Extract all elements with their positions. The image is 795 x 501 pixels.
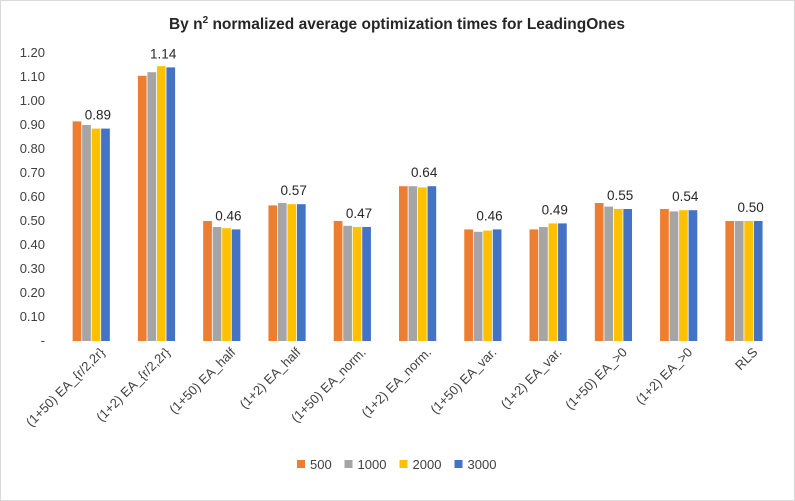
x-tick-label: (1+50) EA_var. [427,345,499,417]
bar-3000 [101,128,110,341]
bar-3000 [231,229,241,341]
bar-500 [137,75,147,342]
bars [72,66,763,342]
bar-3000 [623,209,633,341]
data-label: 0.49 [542,202,568,217]
bar-500 [203,221,212,341]
bar-1000 [734,221,744,341]
x-tick-label: (1+50) EA_half [166,344,238,416]
bar-2000 [352,227,362,341]
bar-2000 [287,204,297,341]
bar-1000 [604,206,614,341]
bar-500 [594,203,604,341]
bar-2000 [222,228,231,341]
x-tick-label: (1+50) EA_>0 [562,345,630,413]
legend-swatch [344,460,353,468]
bar-2000 [613,209,623,341]
data-label: 0.50 [737,200,763,215]
bar-3000 [166,67,176,342]
y-tick-label: 0.80 [20,141,45,156]
data-label: 0.54 [672,189,699,204]
bar-3000 [558,223,567,341]
y-tick-label: 0.90 [20,117,45,132]
title-suffix: normalized average optimization times fo… [208,16,625,33]
x-tick-label: (1+2) EA_var. [498,345,565,412]
bar-1000 [473,231,483,341]
y-tick-label: 1.10 [20,69,45,84]
y-axis: - 0.10 0.20 0.30 0.40 0.50 0.60 0.70 0.80 0.90 1.0… [20,45,45,348]
bar-3000 [753,221,763,341]
y-tick-label: 0.30 [20,261,45,276]
x-tick-label: (1+2) EA_half [237,344,304,411]
bar-3000 [296,204,306,341]
bar-2000 [418,187,427,341]
x-axis: (1+50) EA_{r/2,2r}(1+2) EA_{r/2,2r}(1+50… [23,344,761,429]
y-tick-label: 0.70 [20,165,45,180]
chart-title: By n2 normalized average optimization ti… [169,15,625,33]
y-tick-label: 0.60 [20,189,45,204]
x-tick-label: (1+2) EA_norm. [358,345,434,421]
bar-2000 [548,223,558,341]
bar-2000 [156,66,166,341]
bar-1000 [212,227,222,341]
bar-1000 [669,211,679,341]
title-prefix: By n [169,16,203,33]
bar-500 [725,221,735,341]
bar-1000 [277,203,287,341]
bar-3000 [492,229,502,341]
y-tick-label: 1.20 [20,45,45,60]
y-tick-label: 1.00 [20,93,45,108]
bar-3000 [362,227,371,341]
bar-500 [333,221,343,341]
bar-3000 [427,186,437,341]
bar-500 [529,229,539,341]
x-tick-label: RLS [732,344,761,373]
bar-1000 [343,225,352,341]
data-label: 1.14 [150,46,177,61]
title-superscript: 2 [203,15,209,26]
bar-3000 [688,210,698,341]
bar-1000 [82,125,91,341]
legend-swatch [297,460,305,468]
bar-500 [660,209,669,341]
bar-1000 [408,186,418,341]
bar-1000 [147,72,157,341]
data-label: 0.89 [85,108,111,123]
bar-2000 [679,210,688,341]
y-tick-label: 0.10 [20,309,45,324]
legend-label: 500 [310,457,332,472]
data-label: 0.64 [411,165,438,180]
legend-swatch [399,460,408,468]
legend-label: 3000 [468,457,497,472]
bar-2000 [744,221,754,341]
legend-swatch [454,460,463,468]
bar-500 [268,205,278,341]
data-label: 0.55 [607,188,633,203]
bar-500 [72,121,82,342]
y-tick-label: 0.20 [20,285,45,300]
data-label: 0.46 [476,208,502,223]
data-label: 0.47 [346,206,372,221]
bar-2000 [91,128,101,341]
x-tick-label: (1+2) EA_>0 [632,345,695,408]
y-tick-label: 0.50 [20,213,45,228]
data-labels: 0.89 1.14 0.46 0.57 0.47 0.64 0.46 0.49 0.55 0.54… [85,46,764,223]
y-tick-label: - [41,333,45,348]
y-tick-label: 0.40 [20,237,45,252]
bar-500 [464,229,473,341]
bar-1000 [539,227,548,341]
bar-2000 [483,230,492,341]
bar-500 [399,186,408,341]
legend: 500 1000 2000 3000 [297,457,496,472]
legend-label: 2000 [413,457,442,472]
data-label: 0.46 [215,208,241,223]
legend-label: 1000 [358,457,387,472]
data-label: 0.57 [281,183,307,198]
